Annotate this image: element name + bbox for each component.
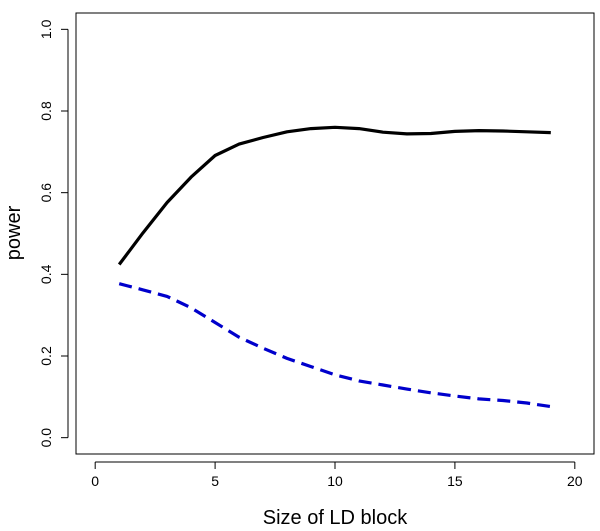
series-line-2 xyxy=(118,282,552,409)
y-tick-label: 0.4 xyxy=(38,264,54,284)
y-axis: 0.0 0.2 0.4 0.6 0.8 1.0 xyxy=(38,19,69,448)
plot-frame xyxy=(75,12,595,455)
y-tick-label: 0.8 xyxy=(38,101,54,121)
x-axis-label: Size of LD block xyxy=(263,507,409,529)
x-tick-label: 15 xyxy=(447,473,463,489)
series-line-1 xyxy=(117,125,551,266)
y-axis-label: power xyxy=(3,205,25,260)
x-tick-label: 10 xyxy=(327,473,343,489)
x-tick-label: 0 xyxy=(91,473,99,489)
y-tick-label: 0.6 xyxy=(38,183,54,203)
y-tick-label: 1.0 xyxy=(38,19,54,39)
x-tick-label: 5 xyxy=(211,473,219,489)
x-axis: 0 5 10 15 20 xyxy=(91,461,583,489)
y-tick-label: 0.0 xyxy=(38,428,54,448)
series-layer xyxy=(117,125,552,409)
x-tick-label: 20 xyxy=(567,473,583,489)
y-tick-label: 0.2 xyxy=(38,346,54,366)
